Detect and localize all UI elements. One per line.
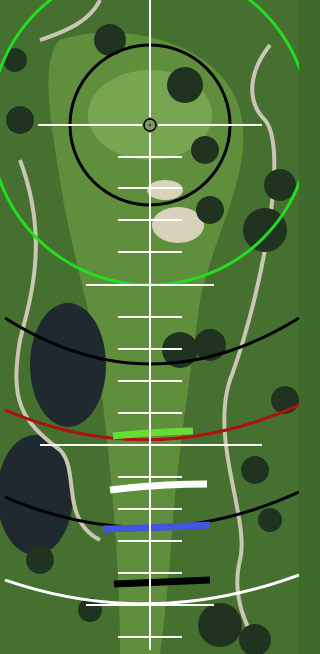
pond: [30, 303, 106, 427]
golf-hole-map: [0, 0, 299, 654]
page: [0, 0, 299, 654]
tee-marker: [103, 525, 210, 529]
bunker: [147, 180, 183, 200]
tee-marker: [114, 580, 210, 584]
bunker: [152, 207, 204, 243]
